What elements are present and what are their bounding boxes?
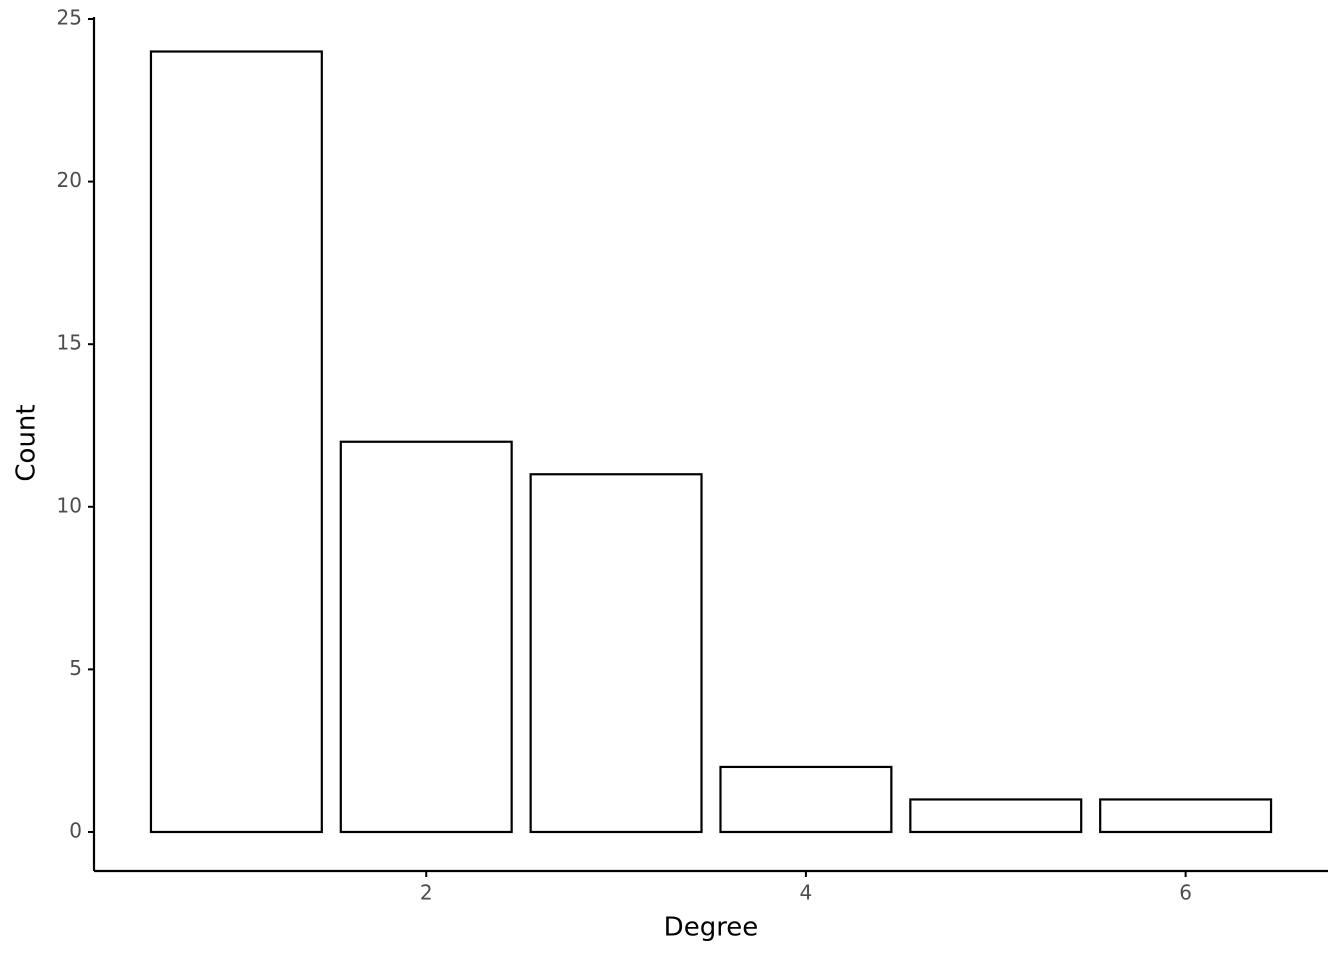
bar [339,440,513,834]
y-axis-title: Count [12,404,42,481]
y-tick-label: 0 [69,818,82,842]
x-axis-title: Degree [664,913,759,943]
y-tick-label: 20 [57,168,82,192]
bar [719,765,893,834]
bar [1099,798,1273,834]
x-tick-label: 2 [420,881,433,905]
bar [909,798,1083,834]
x-tick-label: 4 [800,881,813,905]
y-tick-label: 10 [57,493,82,517]
bar [529,473,703,834]
y-tick-label: 15 [57,331,82,355]
y-tick-label: 25 [57,6,82,30]
y-tick-label: 5 [69,656,82,680]
x-tick-label: 6 [1179,881,1192,905]
bar [149,50,323,834]
